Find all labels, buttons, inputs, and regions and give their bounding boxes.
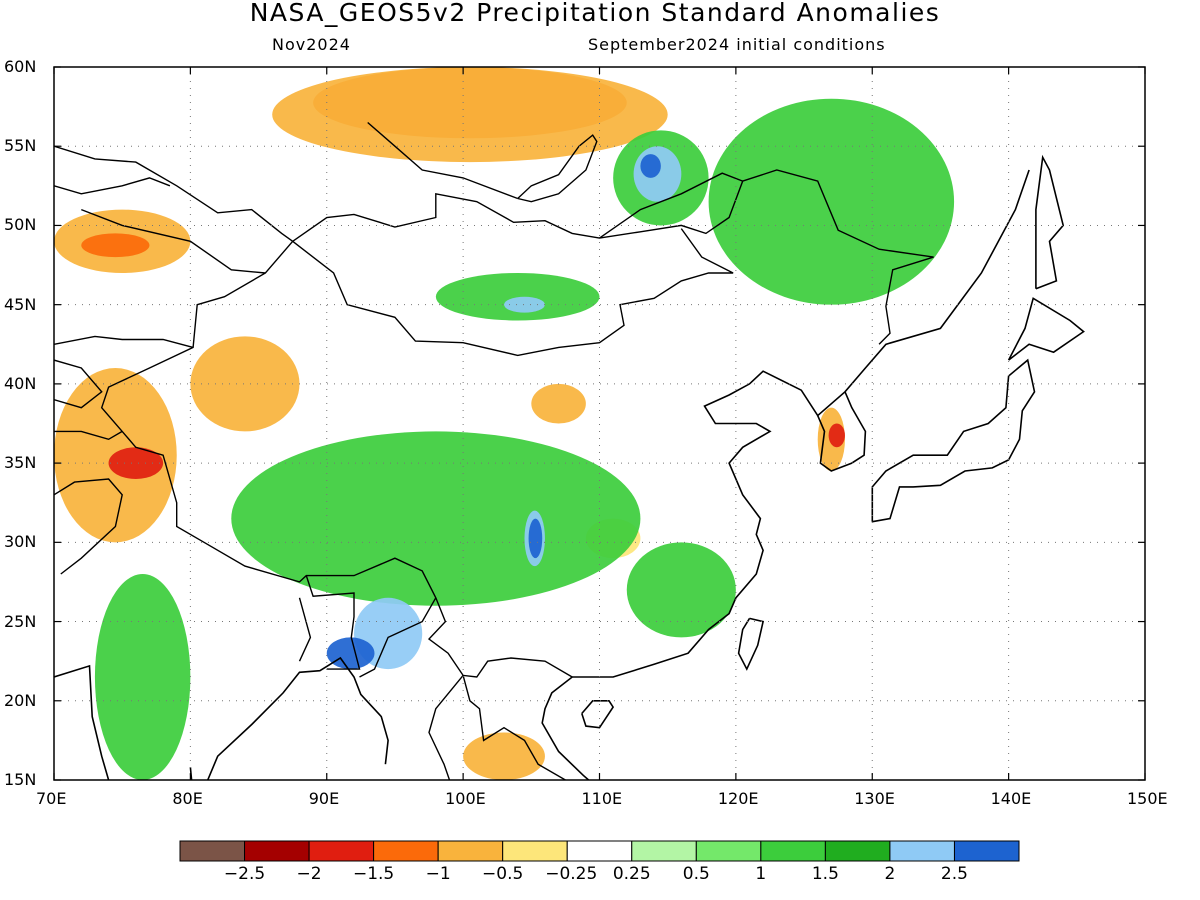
colorbar-tick-label: −2 — [296, 864, 322, 884]
lon-label: 110E — [581, 789, 623, 808]
anomaly-region-22 — [326, 637, 375, 670]
lake-baikal-outline — [517, 134, 598, 203]
anomaly-region-24 — [94, 574, 191, 780]
country-border-10 — [54, 359, 103, 409]
colorbar-tick-label: −0.5 — [482, 864, 524, 884]
country-border-14 — [54, 177, 171, 195]
hokkaido-coastline — [1007, 297, 1085, 361]
colorbar-swatch — [244, 840, 310, 862]
anomaly-region-16 — [640, 154, 661, 178]
anomaly-region-6 — [190, 336, 300, 432]
country-border-13 — [81, 208, 266, 274]
country-border-3 — [305, 575, 361, 670]
country-border-1 — [292, 228, 734, 357]
colorbar-tick-label: −1.5 — [352, 864, 395, 884]
colorbar-swatch — [437, 840, 504, 862]
country-border-6 — [462, 675, 566, 780]
colorbar-tick-label: −0.25 — [545, 864, 598, 884]
lon-label: 70E — [36, 789, 67, 808]
colorbar-swatch — [695, 840, 762, 862]
country-border-15 — [599, 172, 743, 239]
map-plot-area — [54, 67, 1145, 780]
lat-label: 20N — [4, 690, 37, 710]
colorbar-swatch — [631, 840, 697, 862]
sakhalin-coastline — [1035, 154, 1065, 290]
country-border-0 — [292, 169, 934, 345]
hainan-coastline — [581, 700, 615, 729]
lat-label: 30N — [4, 532, 37, 552]
lat-label: 45N — [4, 294, 37, 314]
lat-label: 15N — [4, 770, 37, 789]
colorbar-swatch — [889, 840, 955, 862]
japan-coastline — [871, 358, 1036, 523]
colorbar-tick-label: 1.5 — [811, 864, 839, 884]
colorbar-tick-label: 0.5 — [682, 864, 710, 884]
country-border-2 — [100, 240, 573, 678]
colorbar-tick-label: −1 — [425, 864, 451, 884]
colorbar-swatch — [179, 840, 246, 862]
lat-label: 35N — [4, 453, 37, 473]
lat-label: 55N — [4, 136, 37, 156]
lon-label: 140E — [990, 789, 1032, 808]
taiwan-coastline — [737, 617, 765, 671]
target-month-label: Nov2024 — [272, 35, 351, 54]
colorbar-swatch — [953, 840, 1020, 862]
anomaly-region-10 — [463, 732, 545, 780]
anomaly-region-12 — [435, 272, 600, 321]
lon-label: 100E — [445, 789, 486, 808]
initial-conditions-label: September2024 initial conditions — [588, 35, 886, 54]
colorbar-swatch — [502, 840, 568, 862]
anomaly-region-23 — [626, 542, 736, 638]
colorbar-tick-label: −2.5 — [223, 864, 266, 884]
lon-label: 120E — [717, 789, 759, 808]
anomaly-region-17 — [708, 98, 955, 305]
country-border-11 — [54, 335, 194, 349]
country-border-4 — [298, 597, 312, 662]
lat-label: 60N — [4, 57, 37, 76]
lon-label: 80E — [172, 789, 203, 808]
colorbar-swatch — [824, 840, 891, 862]
colorbar-swatch — [373, 840, 439, 862]
lon-label: 150E — [1127, 789, 1168, 808]
lat-label: 40N — [4, 373, 37, 393]
lon-label: 130E — [854, 789, 895, 808]
anomaly-region-7 — [531, 383, 586, 424]
lon-label: 90E — [308, 789, 340, 808]
lat-label: 25N — [4, 611, 37, 631]
colorbar-swatch — [760, 840, 826, 862]
anomaly-region-1 — [272, 67, 668, 163]
bay-of-bengal-coastline — [189, 656, 389, 780]
country-border-5 — [359, 597, 437, 678]
country-border-9 — [54, 478, 123, 575]
anomaly-region-20 — [528, 518, 543, 559]
west-india-coastline — [54, 664, 110, 780]
map-title: NASA_GEOS5v2 Precipitation Standard Anom… — [249, 0, 941, 27]
country-border-16 — [367, 121, 518, 200]
anomaly-region-9 — [828, 423, 845, 448]
anomaly-region-3 — [81, 233, 150, 258]
lat-label: 50N — [4, 215, 37, 235]
country-border-7 — [428, 674, 464, 780]
korea-coastline — [816, 391, 867, 472]
country-border-12 — [54, 145, 294, 242]
anomaly-region-13 — [504, 296, 545, 313]
colorbar-tick-label: 2 — [884, 864, 896, 884]
country-border-8 — [54, 430, 123, 441]
anomaly-region-5 — [108, 447, 164, 479]
colorbar-swatch — [308, 840, 375, 862]
colorbar-tick-label: 0.25 — [612, 864, 651, 884]
colorbar-tick-label: 1 — [755, 864, 767, 884]
colorbar-tick-label: 2.5 — [940, 864, 968, 884]
colorbar-swatch — [566, 840, 633, 862]
